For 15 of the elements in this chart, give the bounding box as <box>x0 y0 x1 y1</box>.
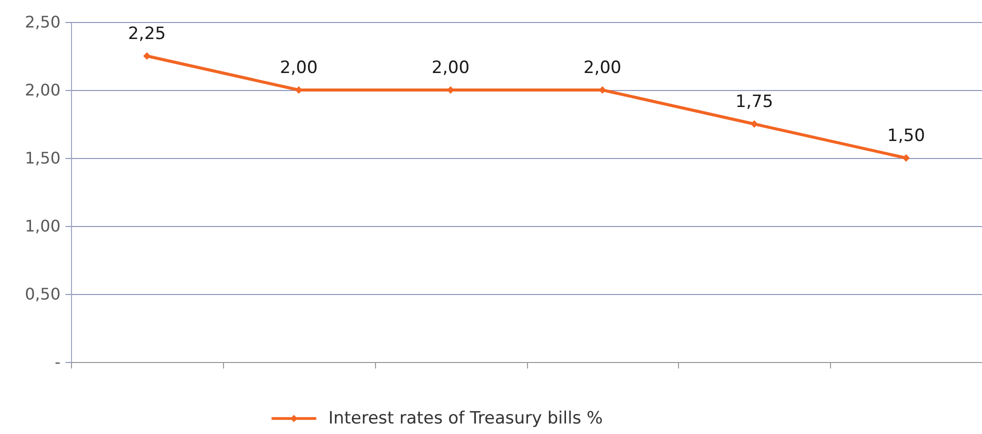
data-label: 1,50 <box>887 126 926 146</box>
y-tick-label: 1,00 <box>24 216 60 236</box>
y-tick-label: 1,50 <box>24 148 60 168</box>
data-label: 1,75 <box>735 92 774 112</box>
point <box>902 154 910 162</box>
y-tick-label: 2,00 <box>24 80 60 100</box>
data-label: 2,00 <box>432 58 470 78</box>
y-tick-label: 0,50 <box>24 284 60 304</box>
legend-label: Interest rates of Treasury bills % <box>328 408 603 428</box>
data-label: 2,25 <box>128 24 166 44</box>
y-tick-label: 2,50 <box>24 12 60 32</box>
y-tick-label: - <box>54 352 60 372</box>
point <box>143 52 151 60</box>
data-label: 2,00 <box>583 58 622 78</box>
data-label: 2,00 <box>280 58 318 78</box>
